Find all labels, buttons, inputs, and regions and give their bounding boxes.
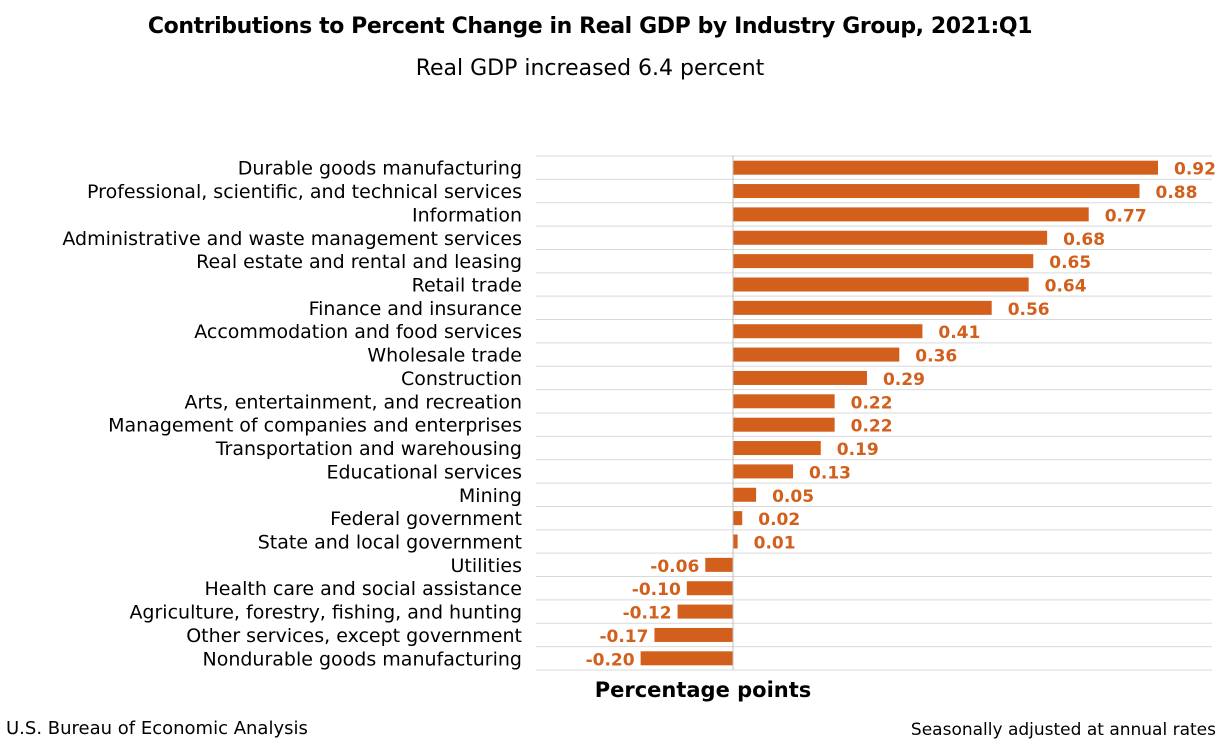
bar [733, 417, 835, 432]
category-label: Agriculture, forestry, fishing, and hunt… [129, 602, 522, 624]
bar [677, 604, 733, 619]
category-label: State and local government [258, 532, 522, 554]
category-label: Finance and insurance [309, 298, 522, 320]
bar [733, 230, 1048, 245]
bar [733, 300, 992, 315]
value-label: 0.56 [1008, 300, 1050, 320]
category-label: Information [412, 204, 522, 226]
value-label: 0.36 [915, 347, 957, 367]
category-label: Administrative and waste management serv… [62, 228, 522, 250]
category-label: Utilities [450, 555, 522, 577]
value-label: -0.17 [599, 627, 648, 647]
value-label: 0.19 [837, 440, 879, 460]
rates-note: Seasonally adjusted at annual rates [910, 720, 1216, 740]
category-label: Educational services [326, 461, 522, 483]
category-label: Construction [401, 368, 522, 390]
value-label: 0.13 [809, 463, 851, 483]
category-label: Accommodation and food services [194, 321, 522, 343]
value-label: 0.29 [883, 370, 925, 390]
bar [733, 324, 923, 339]
bar [733, 184, 1140, 199]
bar [705, 557, 733, 572]
bar [733, 370, 867, 385]
category-label: Other services, except government [186, 625, 522, 647]
value-label: 0.68 [1063, 230, 1105, 250]
bar [733, 160, 1158, 175]
category-label: Mining [459, 485, 522, 507]
value-label: 0.88 [1156, 183, 1198, 203]
x-axis-label: Percentage points [595, 678, 812, 702]
category-labels: Durable goods manufacturingProfessional,… [62, 158, 522, 671]
category-label: Durable goods manufacturing [238, 158, 522, 180]
grid-lines [536, 155, 1212, 671]
value-labels: 0.92 0.88 0.770.68 0.65 0.64 0.56 0.41 0.36 0.29… [586, 160, 1216, 671]
chart-title: Contributions to Percent Change in Real … [147, 14, 1033, 39]
bar [733, 254, 1034, 269]
bar [733, 464, 794, 479]
category-label: Federal government [330, 508, 522, 530]
bar [733, 347, 900, 362]
value-label: 0.92 [1174, 160, 1216, 180]
value-label: 0.01 [754, 534, 796, 554]
value-label: 0.22 [851, 393, 893, 413]
bar [733, 277, 1029, 292]
category-label: Health care and social assistance [204, 578, 522, 600]
value-label: 0.02 [758, 510, 800, 530]
category-label: Professional, scientific, and technical … [87, 181, 522, 203]
bar [733, 487, 757, 502]
category-label: Management of companies and enterprises [108, 415, 522, 437]
bars [640, 160, 1158, 666]
category-label: Real estate and rental and leasing [196, 251, 522, 273]
value-label: 0.64 [1045, 277, 1087, 297]
bar [686, 581, 733, 596]
value-label: -0.12 [623, 604, 672, 624]
category-label: Nondurable goods manufacturing [202, 648, 522, 670]
value-label: 0.77 [1105, 206, 1147, 226]
value-label: 0.05 [772, 487, 814, 507]
bar [654, 627, 733, 642]
chart-subtitle: Real GDP increased 6.4 percent [415, 56, 765, 81]
value-label: -0.10 [632, 580, 681, 600]
value-label: -0.20 [586, 650, 635, 670]
category-label: Wholesale trade [367, 345, 522, 367]
category-label: Retail trade [412, 275, 522, 297]
value-label: 0.41 [938, 323, 980, 343]
bar [733, 207, 1089, 222]
bar [640, 651, 733, 666]
category-label: Arts, entertainment, and recreation [184, 391, 522, 413]
category-label: Transportation and warehousing [215, 438, 522, 460]
source-note: U.S. Bureau of Economic Analysis [6, 718, 308, 739]
value-label: -0.06 [650, 557, 699, 577]
value-label: 0.22 [851, 417, 893, 437]
value-label: 0.65 [1049, 253, 1091, 273]
bar [733, 394, 835, 409]
bar [733, 441, 821, 456]
bar [733, 534, 738, 549]
bar [733, 511, 743, 526]
